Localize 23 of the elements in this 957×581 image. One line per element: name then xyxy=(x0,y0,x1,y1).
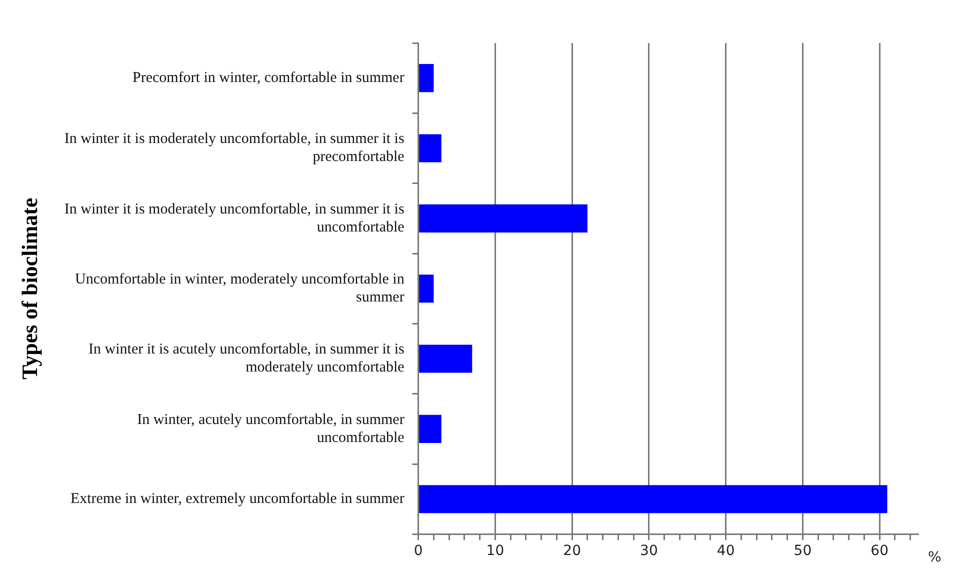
x-tick-label: 50 xyxy=(794,543,812,560)
bar xyxy=(419,274,434,303)
y-tick-label: Uncomfortable in winter, moderately uncomfortable in summer xyxy=(75,272,405,306)
bar xyxy=(419,134,442,162)
y-tick-label: Extreme in winter, extremely uncomfortable in summer xyxy=(70,491,404,508)
x-axis-title: % xyxy=(928,550,942,566)
y-tick-label: In winter, acutely uncomfortable, in summer uncomfortable xyxy=(137,412,405,446)
bar xyxy=(419,485,888,514)
x-tick-label: 10 xyxy=(486,543,504,560)
x-tick-label: 60 xyxy=(870,543,888,560)
bar xyxy=(419,414,442,443)
x-tick-label: 30 xyxy=(640,543,658,560)
x-tick-label: 20 xyxy=(563,543,581,560)
y-tick-label: In winter it is moderately uncomfortable, in summer it is precomfortable xyxy=(64,131,405,166)
y-axis-title: Types of bioclimate xyxy=(16,198,42,380)
y-tick-label: In winter it is moderately uncomfortable, in summer it is uncomfortable xyxy=(64,201,405,236)
y-tick-label: In winter it is acutely uncomfortable, in summer it is moderately uncomfortable xyxy=(88,342,405,376)
x-tick-label: 40 xyxy=(716,543,735,560)
bar xyxy=(419,344,472,373)
y-tick-label: Precomfort in winter, comfortable in summer xyxy=(132,70,404,86)
x-tick-label: 0 xyxy=(414,543,423,560)
bar xyxy=(419,204,588,232)
bar xyxy=(419,64,434,92)
